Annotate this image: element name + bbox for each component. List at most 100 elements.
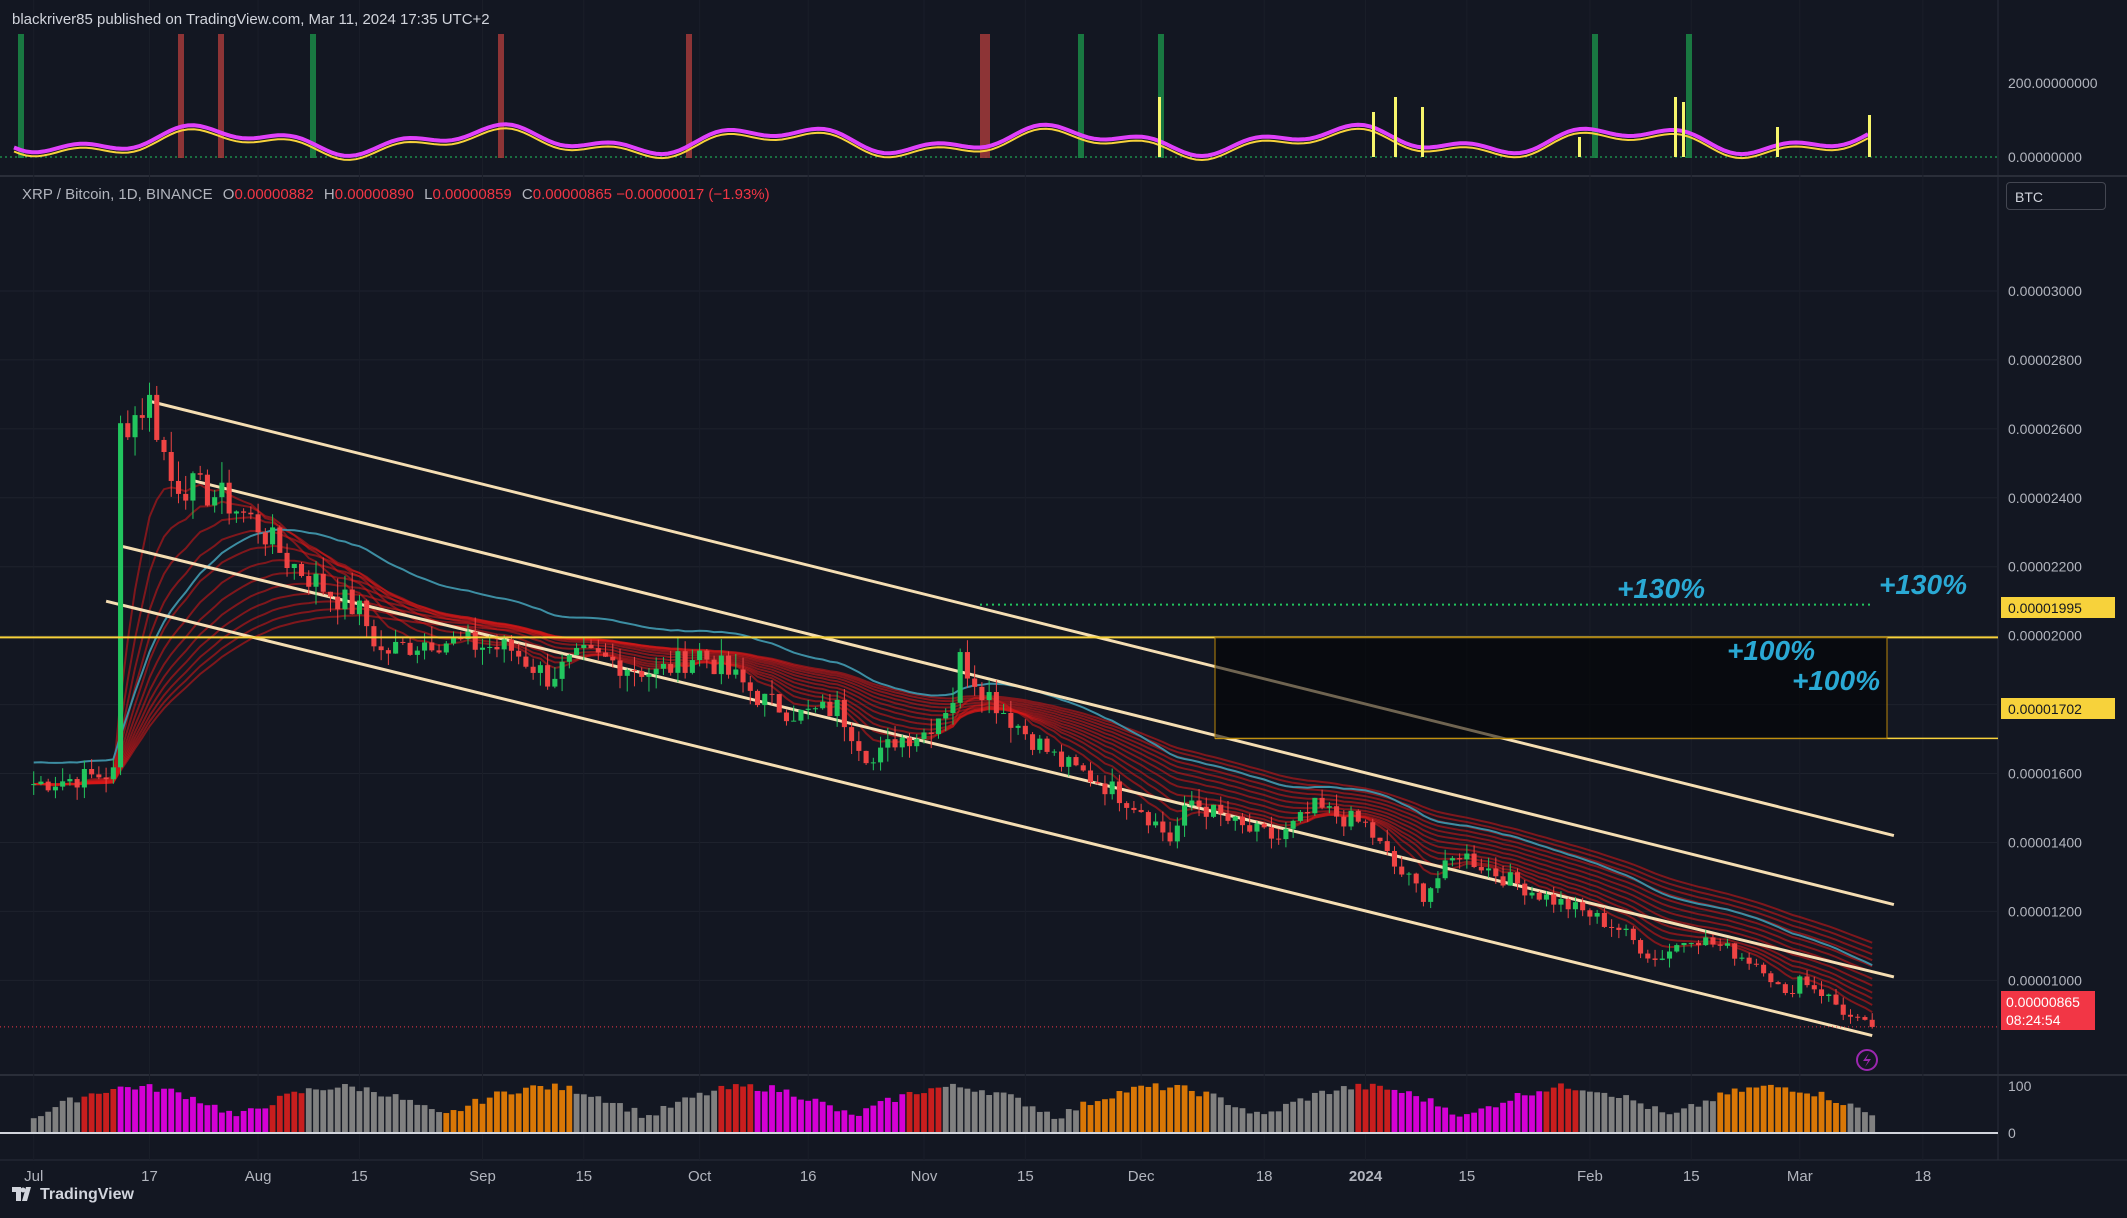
candle-body: [1486, 868, 1492, 871]
candle-body: [892, 739, 898, 748]
candle-body: [1116, 781, 1122, 804]
symbol-name[interactable]: XRP / Bitcoin, 1D, BINANCE: [22, 186, 213, 203]
change-value: −0.00000017 (−1.93%): [616, 186, 770, 203]
volume-bar: [1384, 1089, 1391, 1133]
volume-bar: [624, 1111, 631, 1133]
candle-body: [139, 415, 145, 418]
candle-body: [1775, 982, 1781, 985]
volume-bar: [1666, 1114, 1673, 1133]
volume-bar: [74, 1102, 81, 1133]
candle-body: [465, 631, 471, 640]
volume-bar: [863, 1108, 869, 1133]
volume-bar: [870, 1105, 877, 1133]
volume-bar: [334, 1087, 341, 1133]
candle-body: [1254, 823, 1260, 832]
volume-bar: [566, 1085, 573, 1133]
volume-bar: [342, 1084, 348, 1133]
volume-bar: [1319, 1090, 1325, 1133]
candle-body: [132, 415, 138, 438]
candle-body: [414, 650, 420, 655]
volume-bar: [1275, 1111, 1282, 1133]
candle-body: [682, 651, 688, 673]
volume-bar: [1608, 1096, 1615, 1133]
volume-bar: [696, 1092, 703, 1133]
candle-body: [1312, 797, 1318, 814]
candle-body: [1746, 957, 1752, 964]
candle-body: [812, 708, 818, 710]
volume-bar: [689, 1097, 696, 1133]
volume-bar: [327, 1089, 334, 1133]
volume-bar: [1138, 1085, 1145, 1133]
candle-body: [1239, 816, 1246, 826]
y-tick-label: 0.00002200: [2008, 559, 2082, 575]
volume-bar: [979, 1090, 985, 1133]
candle-body: [168, 452, 174, 481]
candle-body: [472, 631, 478, 650]
volume-bar: [638, 1117, 645, 1133]
candle-body: [1681, 942, 1687, 946]
volume-bar: [805, 1100, 812, 1133]
candle-body: [1717, 944, 1723, 946]
candle-body: [154, 394, 160, 440]
alert-lightning-icon[interactable]: [1856, 1049, 1878, 1071]
signal-band: [686, 34, 692, 158]
volume-bar: [284, 1093, 290, 1133]
candle-body: [668, 663, 674, 673]
candle-body: [740, 669, 746, 683]
volume-bar: [1427, 1098, 1434, 1133]
candle-body: [1153, 821, 1159, 826]
volume-bar: [1514, 1093, 1521, 1133]
annotation-130-a: +130%: [1617, 573, 1705, 604]
volume-bar: [1724, 1094, 1731, 1133]
volume-bar: [59, 1100, 66, 1133]
candle-body: [1753, 963, 1759, 965]
candle-body: [537, 665, 543, 673]
volume-bar: [1210, 1093, 1217, 1133]
volume-bar: [1717, 1092, 1724, 1133]
volume-bar: [1630, 1100, 1637, 1133]
countdown-text: 08:24:54: [2006, 1012, 2061, 1028]
candle-body: [1587, 910, 1593, 917]
candle-body: [1826, 994, 1832, 997]
volume-bar: [247, 1108, 254, 1133]
candle-body: [1030, 734, 1036, 750]
signal-band: [178, 34, 184, 158]
osc-spike: [1158, 97, 1161, 157]
candle-body: [270, 527, 276, 545]
volume-bar: [1869, 1115, 1876, 1133]
candle-body: [711, 659, 717, 675]
candle-body: [1724, 943, 1730, 946]
candle-body: [284, 552, 290, 569]
candle-body: [393, 641, 399, 654]
volume-bar: [892, 1101, 898, 1133]
volume-bar: [1087, 1105, 1094, 1133]
candle-body: [878, 747, 884, 763]
volume-bar: [703, 1095, 710, 1133]
candle-body: [1782, 984, 1788, 994]
candle-body: [595, 648, 601, 653]
candle-body: [1623, 928, 1629, 930]
volume-bar: [711, 1090, 717, 1133]
candle-body: [1044, 738, 1050, 752]
volume-bar: [537, 1086, 544, 1133]
candle-body: [1739, 957, 1745, 959]
tradingview-brand[interactable]: TradingView: [12, 1186, 134, 1204]
volume-bar: [921, 1093, 927, 1133]
volume-bar: [378, 1096, 385, 1133]
candle-body: [1015, 725, 1021, 728]
volume-bar: [725, 1089, 732, 1133]
volume-bar: [1710, 1101, 1716, 1133]
candle-body: [863, 750, 869, 764]
candle-body: [1232, 816, 1238, 821]
volume-bar: [913, 1094, 920, 1133]
candle-body: [1601, 912, 1607, 927]
volume-bar: [139, 1085, 146, 1133]
candle-body: [1428, 888, 1434, 902]
volume-bar: [153, 1091, 160, 1133]
currency-button[interactable]: BTC: [2006, 182, 2106, 210]
candle-body: [1435, 878, 1441, 889]
candle-body: [914, 739, 920, 747]
volume-bar: [1261, 1114, 1268, 1133]
candle-body: [552, 678, 558, 687]
